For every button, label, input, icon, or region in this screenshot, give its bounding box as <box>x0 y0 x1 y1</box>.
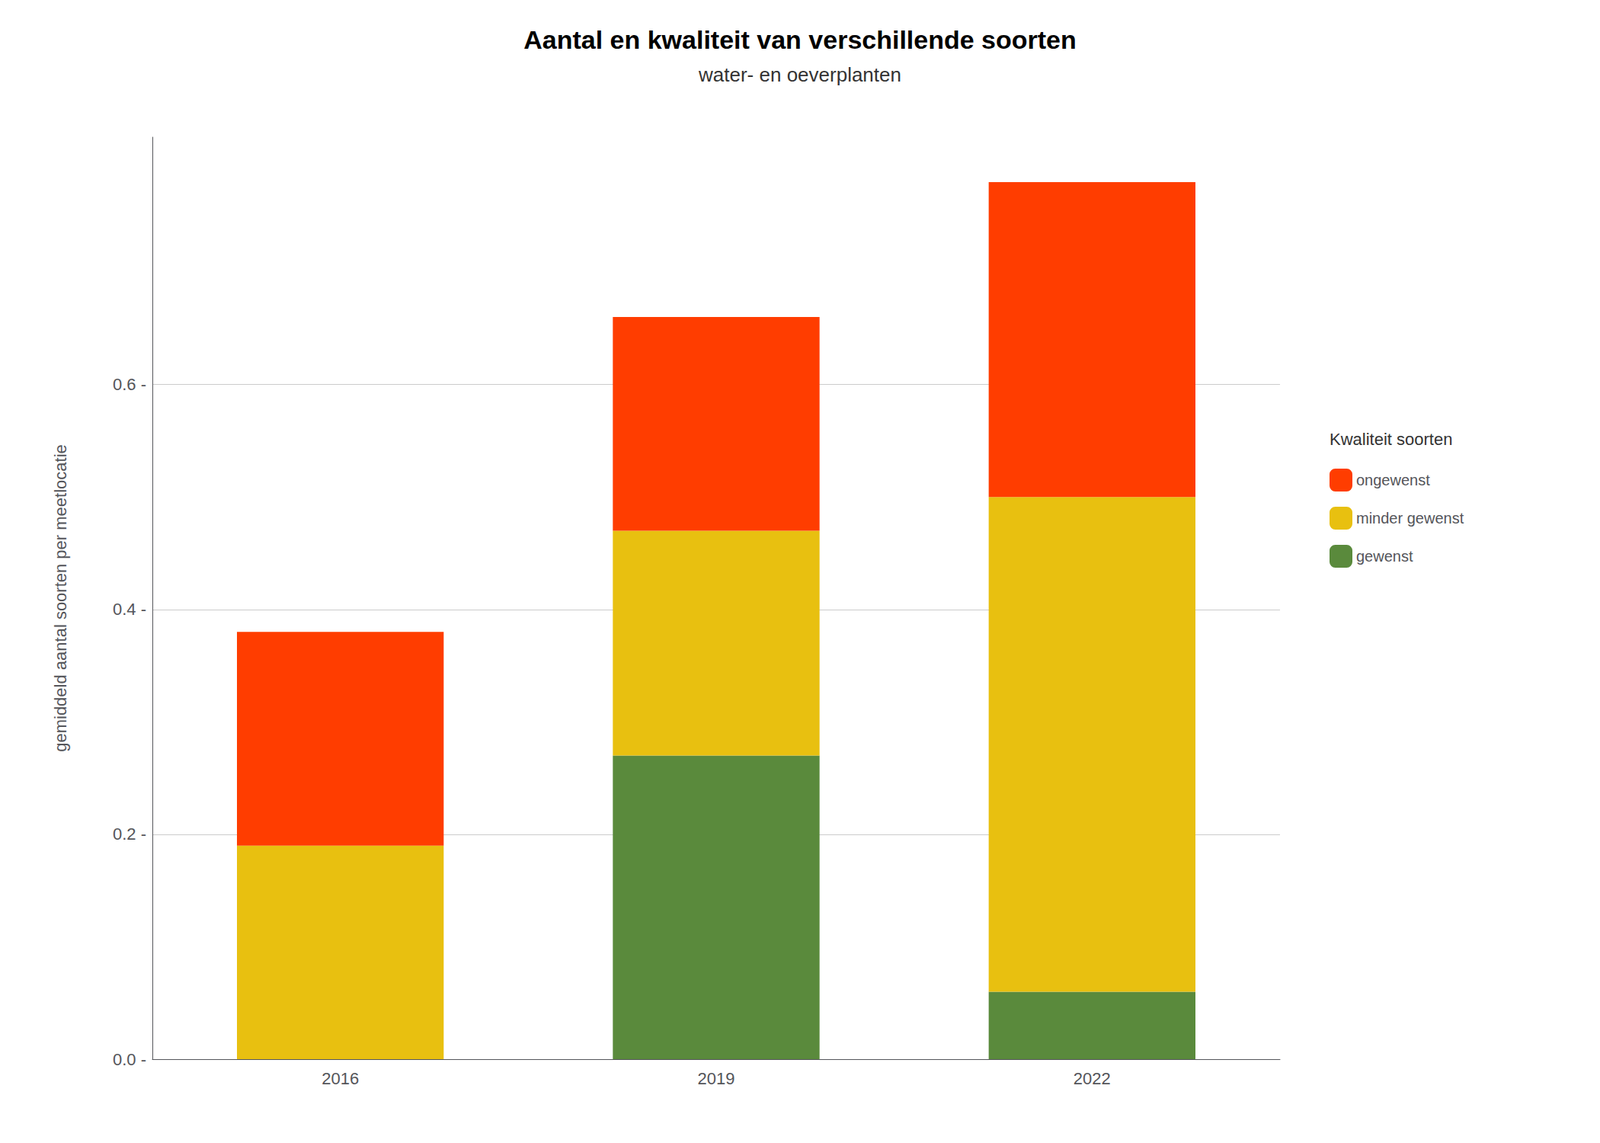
svg-text:0.2 -: 0.2 - <box>112 824 147 844</box>
svg-text:2022: 2022 <box>1073 1068 1111 1088</box>
svg-text:0.4 -: 0.4 - <box>112 599 147 619</box>
svg-text:Kwaliteit soorten: Kwaliteit soorten <box>1329 429 1453 449</box>
svg-text:0.6 -: 0.6 - <box>112 374 147 394</box>
svg-text:gewenst: gewenst <box>1356 547 1414 565</box>
svg-text:0.0 -: 0.0 - <box>112 1049 147 1069</box>
svg-text:Aantal en kwaliteit van versch: Aantal en kwaliteit van verschillende so… <box>523 25 1077 55</box>
svg-text:water- en oeverplanten: water- en oeverplanten <box>697 63 902 87</box>
svg-text:ongewenst: ongewenst <box>1356 471 1431 489</box>
svg-text:2016: 2016 <box>321 1068 359 1088</box>
svg-text:2019: 2019 <box>697 1068 736 1088</box>
svg-text:minder gewenst: minder gewenst <box>1356 509 1465 527</box>
svg-text:gemiddeld aantal soorten per m: gemiddeld aantal soorten per meetlocatie <box>51 444 71 752</box>
